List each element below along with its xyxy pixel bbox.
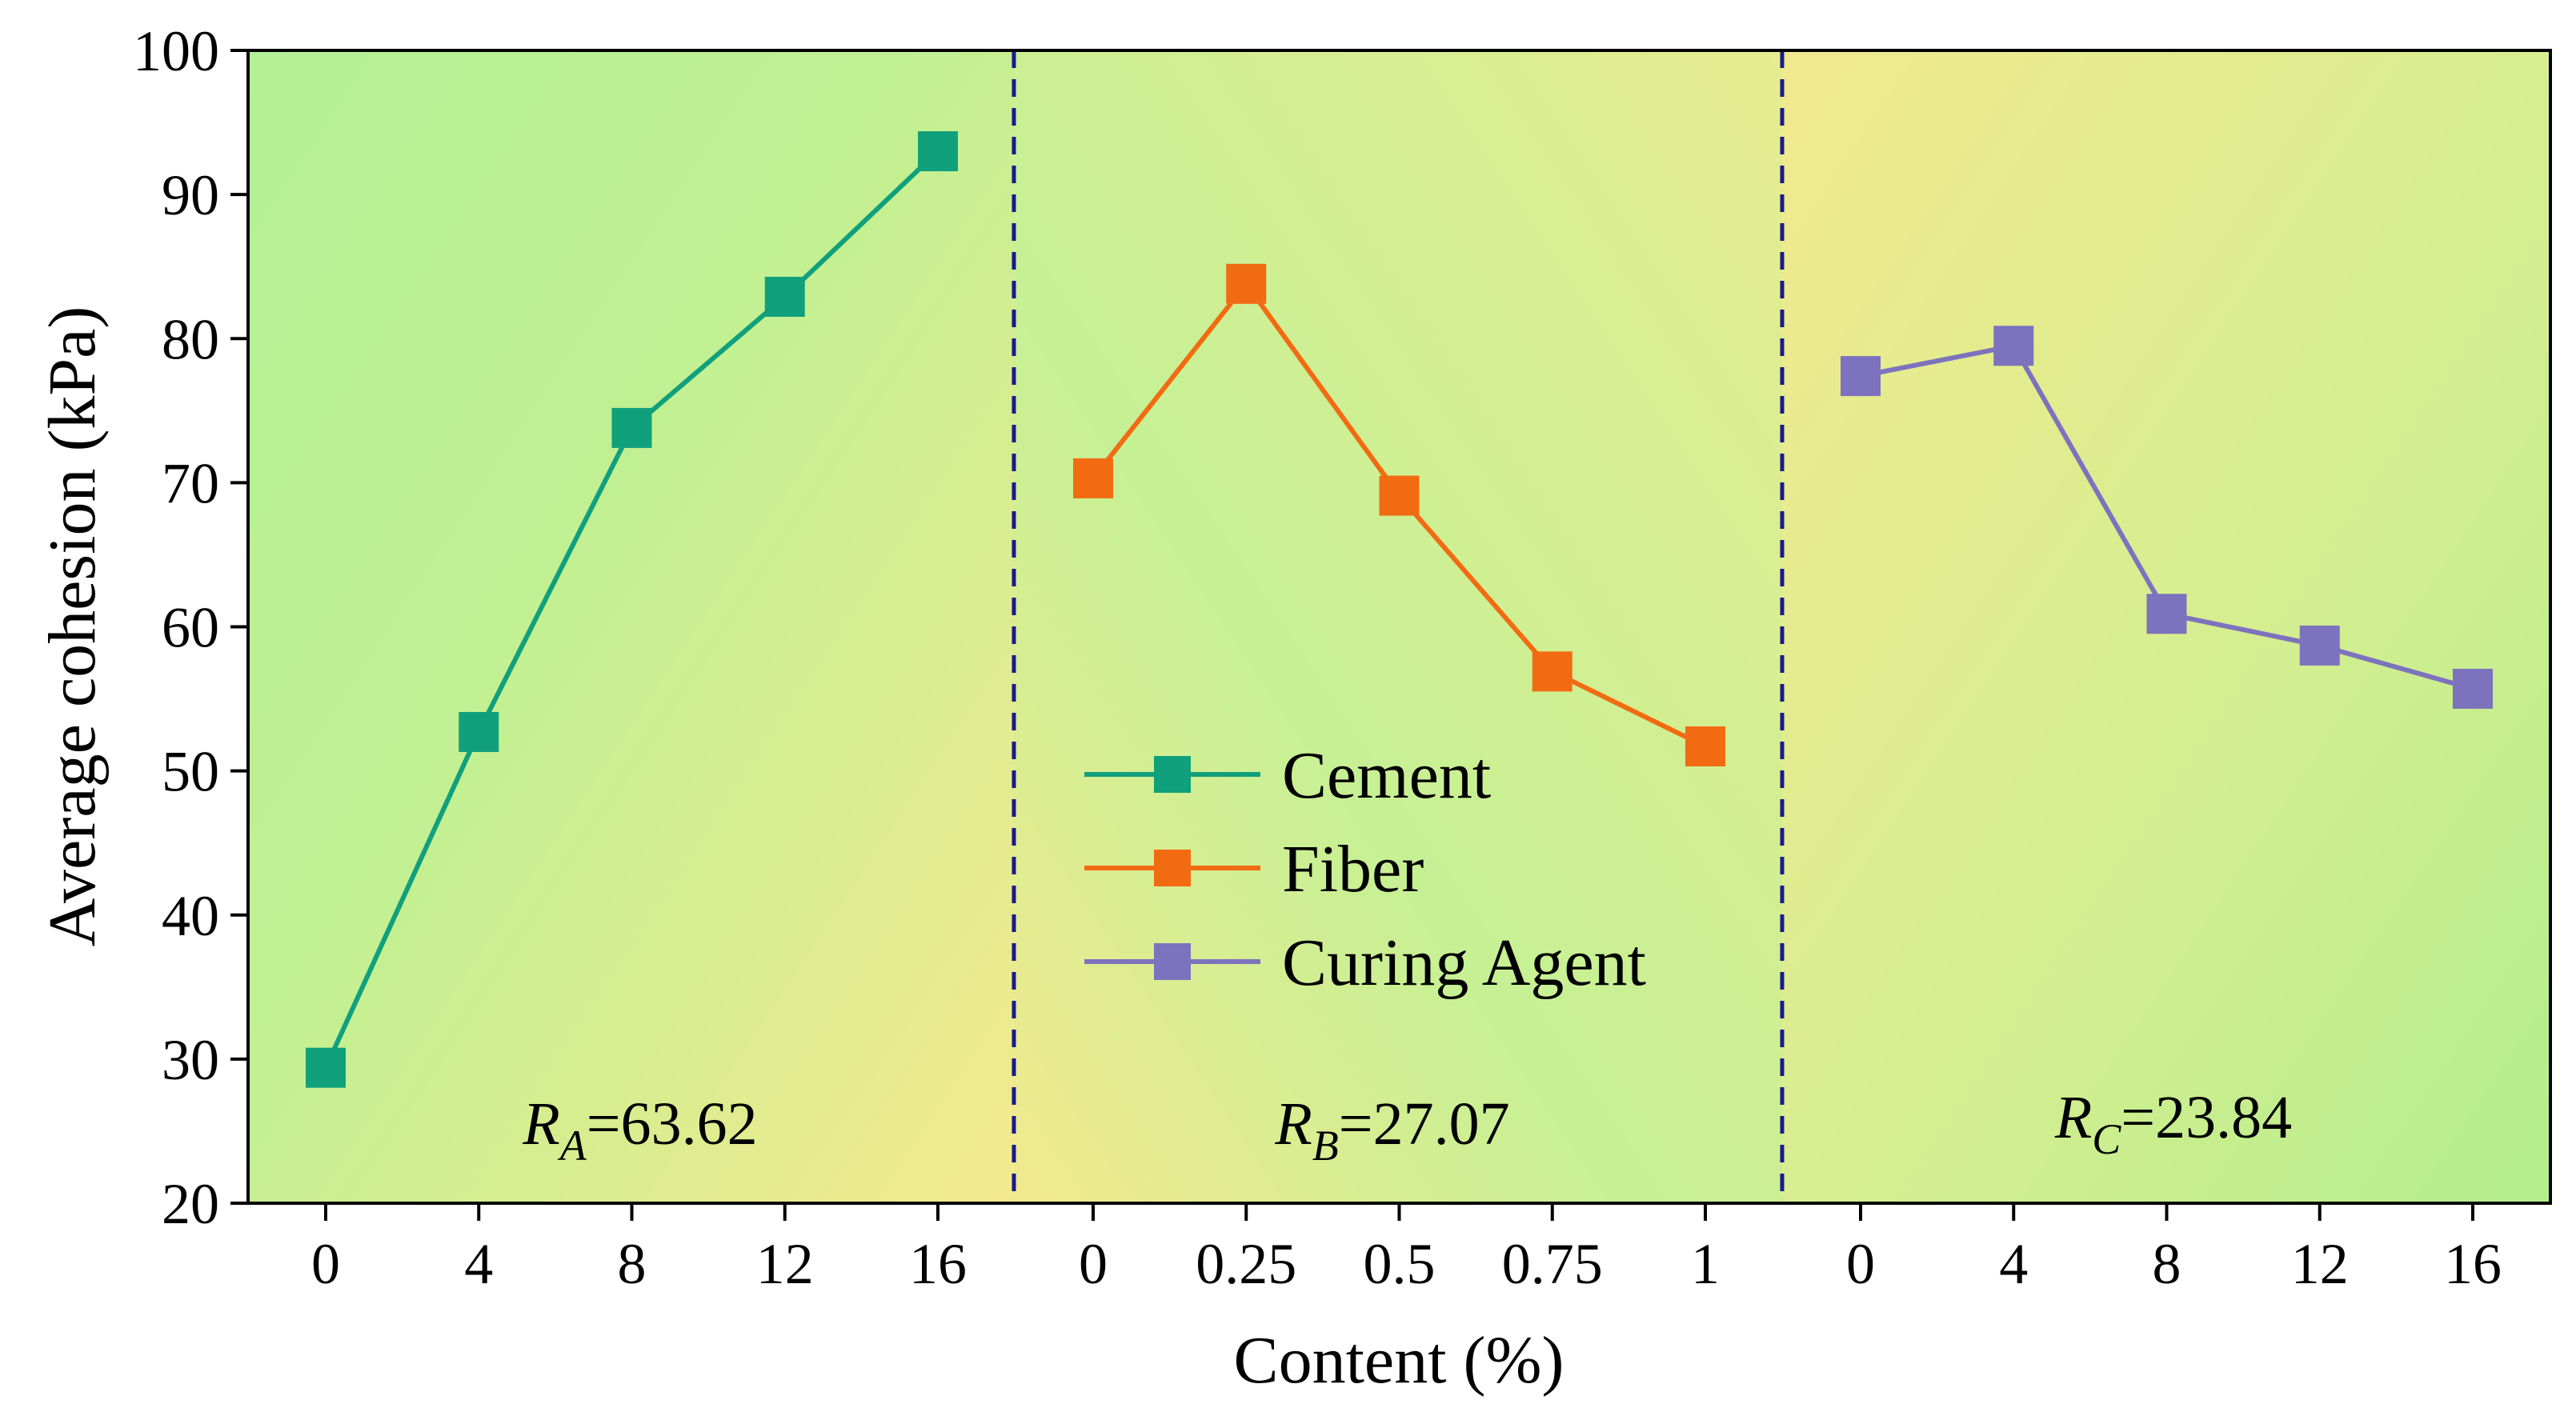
y-tick-label: 30 bbox=[162, 1028, 219, 1092]
data-point-curing-agent bbox=[1841, 356, 1881, 397]
range-annotation-a: RA=63.62 bbox=[522, 1090, 757, 1170]
series-layer bbox=[306, 131, 2493, 1088]
range-annotation-b: RB=27.07 bbox=[1274, 1090, 1509, 1170]
x-axis-title: Content (%) bbox=[1234, 1323, 1564, 1398]
y-tick-label: 60 bbox=[162, 596, 219, 660]
legend-marker-fiber bbox=[1154, 850, 1191, 886]
data-point-fiber bbox=[1073, 458, 1113, 498]
x-tick-label-curing-agent: 8 bbox=[2153, 1232, 2181, 1296]
x-tick-label-curing-agent: 0 bbox=[1846, 1232, 1875, 1296]
range-value-b: =27.07 bbox=[1339, 1090, 1510, 1158]
data-point-fiber bbox=[1226, 263, 1267, 304]
y-tick-label: 80 bbox=[162, 307, 219, 371]
y-tick-label: 90 bbox=[162, 163, 219, 227]
range-symbol-c: R bbox=[2054, 1084, 2092, 1151]
y-tick-label: 50 bbox=[162, 740, 219, 804]
range-subscript-c: C bbox=[2092, 1115, 2121, 1163]
x-tick-label-fiber: 0 bbox=[1079, 1232, 1108, 1296]
data-point-cement bbox=[611, 407, 652, 448]
range-subscript-b: B bbox=[1312, 1122, 1339, 1170]
x-axis: 0 4 8 12 16 0 0.25 0.5 0.75 1 0 4 8 12 16 bbox=[311, 1203, 2502, 1296]
range-symbol-b: R bbox=[1274, 1090, 1312, 1158]
data-point-fiber bbox=[1685, 726, 1725, 767]
legend-label-fiber: Fiber bbox=[1282, 832, 1424, 906]
y-tick-label: 70 bbox=[162, 451, 219, 515]
x-tick-label-cement: 4 bbox=[464, 1232, 493, 1296]
data-point-curing-agent bbox=[1993, 326, 2034, 366]
x-tick-label-fiber: 0.5 bbox=[1364, 1232, 1436, 1296]
data-point-curing-agent bbox=[2146, 594, 2187, 634]
legend-marker-curing-agent bbox=[1154, 943, 1191, 980]
data-point-cement bbox=[459, 711, 499, 752]
data-point-cement bbox=[764, 277, 805, 318]
range-symbol-a: R bbox=[522, 1090, 559, 1158]
x-tick-label-curing-agent: 16 bbox=[2444, 1232, 2502, 1296]
data-point-curing-agent bbox=[2299, 625, 2340, 666]
data-point-cement bbox=[306, 1047, 346, 1088]
x-tick-label-cement: 0 bbox=[311, 1232, 340, 1296]
y-tick-label: 100 bbox=[133, 19, 219, 83]
x-tick-label-fiber: 1 bbox=[1691, 1232, 1720, 1296]
x-tick-label-curing-agent: 4 bbox=[1999, 1232, 2028, 1296]
x-tick-label-fiber: 0.75 bbox=[1502, 1232, 1603, 1296]
y-tick-label: 40 bbox=[162, 884, 219, 948]
x-tick-label-cement: 12 bbox=[756, 1232, 814, 1296]
legend-label-cement: Cement bbox=[1282, 738, 1491, 813]
range-value-c: =23.84 bbox=[2121, 1084, 2292, 1151]
range-annotation-c: RC=23.84 bbox=[2054, 1084, 2292, 1163]
legend-marker-cement bbox=[1154, 756, 1191, 793]
data-point-fiber bbox=[1379, 475, 1420, 516]
legend-label-curing-agent: Curing Agent bbox=[1282, 926, 1646, 1000]
legend: Cement Fiber Curing Agent bbox=[1084, 738, 1646, 1000]
x-tick-label-cement: 16 bbox=[909, 1232, 967, 1296]
x-tick-label-curing-agent: 12 bbox=[2291, 1232, 2349, 1296]
data-point-cement bbox=[918, 131, 958, 172]
y-axis-title: Average cohesion (kPa) bbox=[35, 306, 110, 947]
range-value-a: =63.62 bbox=[587, 1090, 758, 1158]
y-axis: 20 30 40 50 60 70 80 90 100 bbox=[133, 19, 248, 1236]
x-tick-label-fiber: 0.25 bbox=[1196, 1232, 1296, 1296]
data-point-curing-agent bbox=[2453, 668, 2493, 709]
data-point-fiber bbox=[1532, 651, 1572, 692]
range-subscript-a: A bbox=[558, 1122, 587, 1170]
panel-a-background bbox=[248, 50, 1014, 1203]
y-tick-label: 20 bbox=[162, 1172, 219, 1236]
x-tick-label-cement: 8 bbox=[618, 1232, 647, 1296]
panel-b-background bbox=[1014, 50, 1782, 1203]
